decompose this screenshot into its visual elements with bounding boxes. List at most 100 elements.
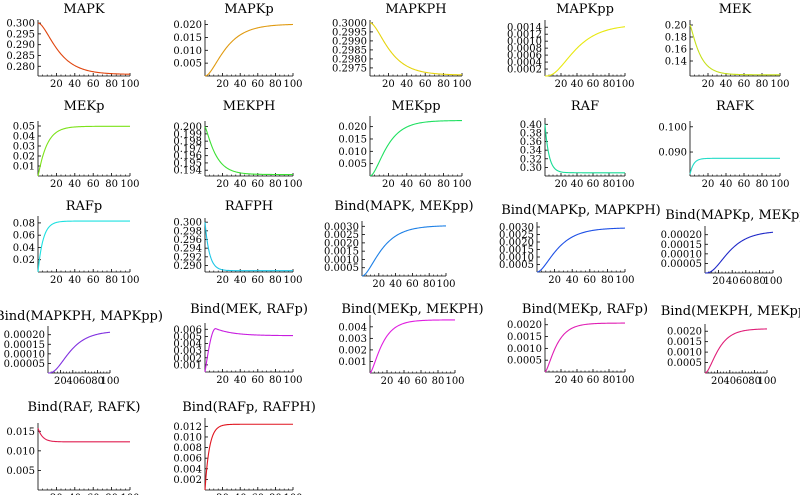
y-tick-label: 0.02 — [13, 255, 35, 266]
y-tick-label: 0.14 — [665, 57, 687, 68]
x-tick-label: 40 — [234, 179, 247, 190]
x-tick-label: 40 — [68, 79, 81, 90]
series-line — [37, 220, 130, 273]
x-tick-label: 100 — [283, 179, 302, 190]
x-tick-label: 40 — [68, 493, 81, 495]
plot-panel: MAPKpp 20 40 60 80 100 0.00020.00040.00060.000… — [507, 2, 635, 90]
plot-title: MAPKp — [224, 2, 273, 17]
y-tick-label: 0.0015 — [507, 332, 542, 343]
x-tick-label: 100 — [436, 279, 455, 290]
x-tick-label: 20 — [712, 276, 725, 287]
y-tick-label: 0.003 — [173, 346, 202, 357]
plot-panel: RAF 20 40 60 80 100 0.300.320.340.360.380.40 — [520, 99, 635, 190]
y-tick-label: 0.2995 — [332, 27, 367, 38]
plot-title: RAF — [571, 99, 599, 114]
x-tick-label: 40 — [571, 375, 584, 386]
plot-title: RAFp — [66, 199, 103, 214]
y-tick-label: 0.015 — [338, 134, 367, 145]
y-tick-label: 0.2980 — [332, 54, 367, 65]
series-line — [204, 222, 293, 272]
y-tick-label: 0.04 — [13, 243, 35, 254]
x-tick-label: 40 — [723, 376, 736, 387]
x-tick-label: 80 — [748, 376, 761, 387]
y-tick-label: 0.010 — [173, 432, 202, 443]
series-line — [361, 225, 447, 277]
plot-panel: Bind(MAPKPH, MAPKpp)20 40 60 801000.000050.… — [0, 309, 163, 387]
y-tick-label: 0.38 — [520, 128, 542, 139]
y-tick-label: 0.008 — [173, 443, 202, 454]
y-tick-label: 0.03 — [13, 142, 35, 153]
x-tick-label: 40 — [398, 376, 411, 387]
y-tick-label: 0.001 — [338, 357, 367, 368]
x-tick-label: 60 — [406, 279, 419, 290]
x-tick-label: 80 — [437, 79, 450, 90]
y-tick-label: 0.0015 — [324, 247, 359, 258]
y-tick-label: 0.006 — [173, 325, 202, 336]
y-tick-label: 0.30 — [520, 163, 542, 174]
x-tick-label: 40 — [234, 275, 247, 286]
x-tick-label: 80 — [756, 179, 769, 190]
y-tick-label: 0.015 — [6, 427, 35, 438]
y-tick-label: 0.002 — [338, 345, 367, 356]
y-tick-label: 0.002 — [173, 353, 202, 364]
y-tick-label: 0.00015 — [661, 240, 702, 251]
x-tick-label: 80 — [423, 279, 436, 290]
plot-panel: Bind(RAFp, RAFPH)204060801000.0020.0040.… — [173, 400, 315, 495]
x-tick-label: 100 — [763, 276, 782, 287]
series-line — [536, 227, 626, 273]
x-tick-label: 100 — [445, 376, 464, 387]
y-tick-label: 0.02 — [13, 152, 35, 163]
y-tick-label: 0.34 — [520, 146, 542, 157]
y-tick-label: 0.010 — [6, 446, 35, 457]
x-tick-label: 40 — [68, 275, 81, 286]
x-tick-label: 100 — [283, 275, 302, 286]
x-tick-label: 60 — [251, 493, 264, 495]
plot-title: RAFK — [716, 99, 754, 114]
x-tick-label: 80 — [269, 179, 282, 190]
series-line — [544, 322, 625, 373]
plot-title: MEKp — [64, 99, 105, 114]
y-tick-label: 0.00015 — [4, 340, 45, 351]
x-tick-label: 20 — [216, 493, 229, 495]
y-tick-label: 0.0010 — [324, 255, 359, 266]
x-tick-label: 80 — [105, 275, 118, 286]
x-tick-label: 100 — [120, 79, 139, 90]
x-tick-label: 60 — [587, 79, 600, 90]
y-tick-label: 0.292 — [173, 252, 202, 263]
x-tick-label: 60 — [583, 275, 596, 286]
plot-title: Bind(MEKp, RAFp) — [522, 302, 648, 317]
y-tick-label: 0.197 — [173, 144, 202, 155]
x-tick-label: 100 — [120, 493, 139, 495]
x-tick-label: 80 — [753, 276, 766, 287]
x-tick-label: 80 — [756, 79, 769, 90]
x-tick-label: 40 — [720, 179, 733, 190]
y-tick-label: 0.16 — [665, 45, 687, 56]
x-tick-label: 20 — [555, 375, 568, 386]
plot-title: RAFPH — [225, 199, 273, 214]
y-tick-label: 0.0005 — [324, 263, 359, 274]
y-tick-label: 0.012 — [173, 422, 202, 433]
y-tick-label: 0.0020 — [499, 238, 534, 249]
y-tick-label: 0.090 — [658, 148, 687, 159]
y-tick-label: 0.195 — [173, 158, 202, 169]
y-tick-label: 0.005 — [173, 59, 202, 70]
plot-title: MAPKpp — [556, 2, 614, 17]
series-line — [689, 157, 780, 175]
x-tick-label: 60 — [738, 179, 751, 190]
x-tick-label: 20 — [216, 275, 229, 286]
y-tick-label: 0.0030 — [324, 222, 359, 233]
x-tick-label: 20 — [702, 179, 715, 190]
x-tick-label: 100 — [283, 79, 302, 90]
y-tick-label: 0.3000 — [332, 18, 367, 29]
x-tick-label: 80 — [269, 493, 282, 495]
x-tick-label: 20 — [381, 376, 394, 387]
x-tick-label: 20 — [555, 79, 568, 90]
x-tick-label: 60 — [79, 376, 92, 387]
y-tick-label: 0.298 — [173, 226, 202, 237]
series-line — [48, 331, 111, 374]
y-tick-label: 0.198 — [173, 137, 202, 148]
y-tick-label: 0.100 — [658, 122, 687, 133]
